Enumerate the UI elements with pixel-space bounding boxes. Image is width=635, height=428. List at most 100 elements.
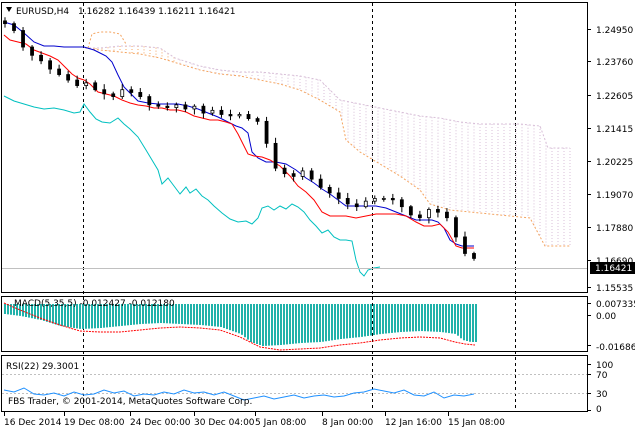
time-label: 24 Dec 00:00: [130, 418, 191, 428]
macd-bar: [61, 304, 63, 327]
main-panel[interactable]: [1, 2, 588, 293]
rsi-panel[interactable]: [1, 355, 588, 412]
macd-bar: [463, 304, 465, 341]
macd-bar: [331, 304, 333, 341]
candle-body: [345, 198, 350, 205]
macd-bar: [235, 304, 237, 333]
time-label: 5 Jan 08:00: [255, 418, 307, 428]
macd-bar: [391, 304, 393, 333]
macd-bar: [103, 304, 105, 328]
macd-bar: [355, 304, 357, 338]
macd-bar: [397, 304, 399, 333]
senkou-span-a-line: [84, 47, 570, 247]
candle-body: [12, 23, 16, 31]
macd-bar: [379, 304, 381, 335]
macd-bar: [193, 304, 195, 325]
dropdown-triangle-icon[interactable]: [6, 7, 12, 12]
macd-bar: [244, 304, 246, 338]
rsi-levels: [2, 374, 587, 394]
macd-bar: [400, 304, 402, 332]
macd-bar: [85, 304, 87, 329]
candle-body: [21, 30, 25, 48]
macd-bar: [124, 304, 126, 326]
macd-bar: [370, 304, 372, 336]
macd-bar: [58, 304, 60, 326]
macd-bar: [202, 304, 204, 326]
candle-body: [454, 217, 458, 238]
macd-panel[interactable]: [1, 296, 588, 352]
candle-body: [57, 68, 62, 75]
macd-bar: [184, 304, 186, 325]
macd-bar: [361, 304, 363, 337]
candle-body: [336, 192, 341, 199]
rsi-tick: 70: [596, 371, 608, 381]
rsi-tick: 0: [596, 405, 602, 415]
macd-bar: [439, 304, 441, 332]
macd-bar: [403, 304, 405, 332]
macd-bar: [247, 304, 249, 340]
macd-bar: [118, 304, 120, 327]
macd-bar: [427, 304, 429, 332]
macd-bar: [88, 304, 90, 329]
candle-body: [201, 105, 206, 114]
macd-bar: [43, 304, 45, 321]
macd-bar: [295, 304, 297, 344]
macd-bar: [319, 304, 321, 343]
macd-bar: [229, 304, 231, 331]
candle-body: [445, 211, 449, 219]
price-axis[interactable]: 1.24950 1.23760 1.22605 1.21415 1.20225 …: [587, 26, 635, 294]
macd-bar: [166, 304, 168, 324]
macd-bar: [340, 304, 342, 339]
macd-tick: 0.00: [596, 312, 616, 322]
macd-bar: [274, 304, 276, 346]
macd-bar: [346, 304, 348, 339]
macd-bar: [70, 304, 72, 328]
macd-bar: [457, 304, 459, 336]
macd-bar: [226, 304, 228, 330]
macd-bar: [292, 304, 294, 344]
macd-bar: [55, 304, 57, 325]
macd-bar: [259, 304, 261, 345]
macd-bar: [31, 304, 33, 319]
candle-body: [66, 74, 71, 81]
macd-bar: [313, 304, 315, 343]
macd-bar: [265, 304, 267, 346]
price-tick: 1.23760: [596, 58, 633, 68]
macd-bar: [73, 304, 75, 328]
macd-bar: [40, 304, 42, 320]
macd-bar: [454, 304, 456, 334]
macd-bar: [76, 304, 78, 329]
macd-bar: [373, 304, 375, 336]
macd-bar: [130, 304, 132, 325]
macd-bar: [136, 304, 138, 325]
candle-body: [102, 89, 107, 95]
macd-bar: [163, 304, 165, 324]
rsi-tick: 100: [596, 361, 613, 371]
candle-body: [129, 89, 134, 93]
candle-body: [264, 120, 269, 144]
macd-bar: [49, 304, 51, 323]
price-tick: 1.19070: [596, 191, 633, 201]
candle-body: [147, 96, 152, 106]
macd-bar: [337, 304, 339, 340]
macd-bar: [22, 304, 24, 317]
ichimoku-cloud: [84, 31, 571, 247]
candle-body: [327, 187, 332, 194]
price-tick: 1.22605: [596, 92, 633, 102]
time-label: 8 Jan 00:00: [322, 418, 374, 428]
macd-bar: [178, 304, 180, 324]
macd-bar: [352, 304, 354, 338]
candle-body: [237, 114, 242, 117]
candle-body: [111, 93, 116, 97]
macd-bar: [79, 304, 81, 329]
candle-body: [30, 46, 34, 56]
candle-body: [318, 178, 323, 188]
macd-bar: [25, 304, 27, 317]
candle-body: [48, 60, 52, 70]
time-axis[interactable]: 16 Dec 2014 19 Dec 08:00 24 Dec 00:00 30…: [4, 418, 505, 428]
macd-bar: [13, 304, 15, 316]
macd-bar: [394, 304, 396, 333]
candle-body: [210, 109, 215, 114]
macd-bar: [475, 304, 477, 342]
